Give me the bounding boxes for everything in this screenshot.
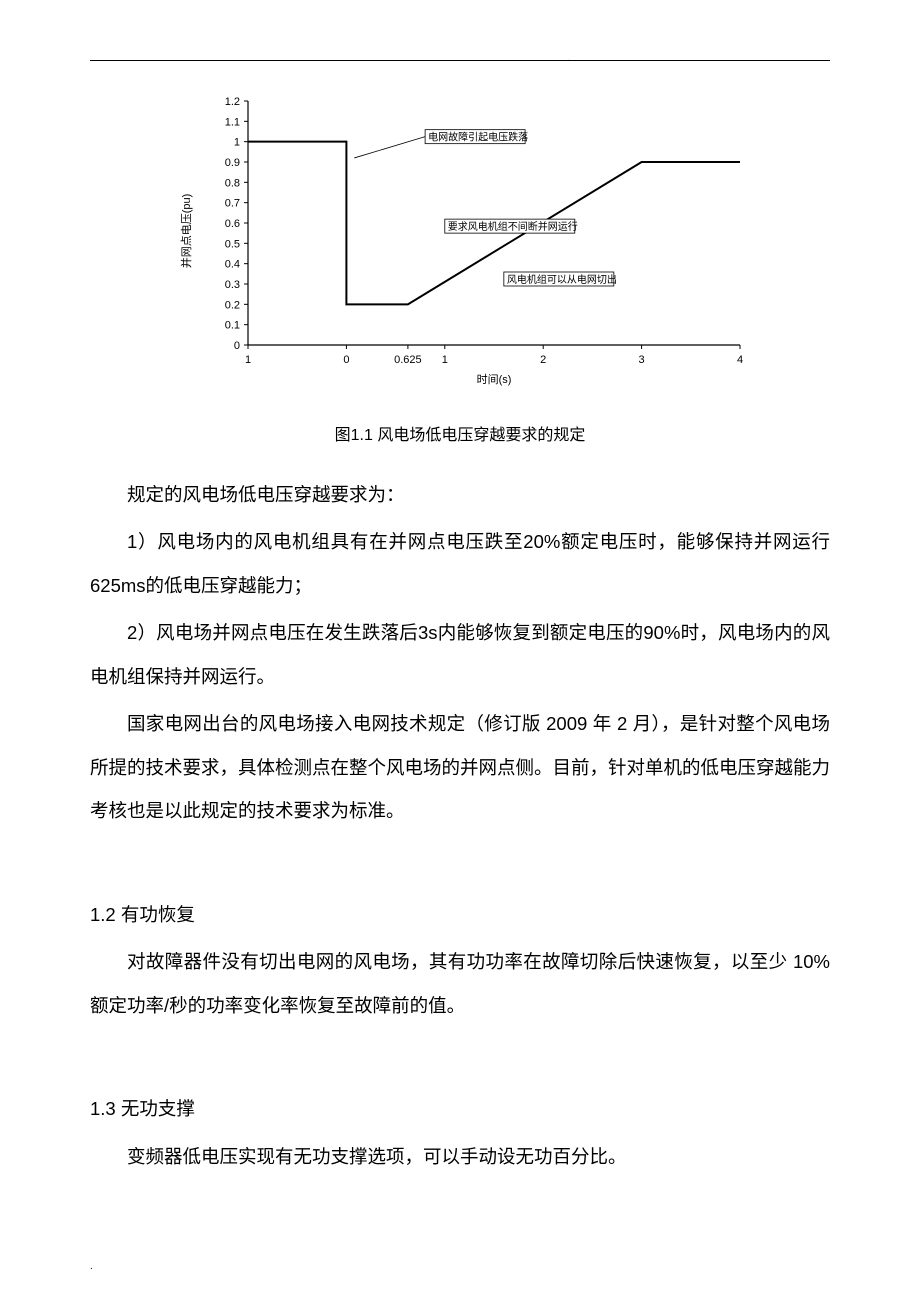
svg-text:1: 1	[442, 354, 448, 366]
paragraph-req1: 1）风电场内的风电机组具有在并网点电压跌至20%额定电压时，能够保持并网运行62…	[90, 520, 830, 607]
svg-text:4: 4	[737, 354, 743, 366]
svg-text:1.2: 1.2	[225, 96, 240, 108]
svg-text:并网点电压(pu): 并网点电压(pu)	[179, 194, 193, 269]
svg-text:0.9: 0.9	[225, 157, 240, 169]
svg-text:1: 1	[234, 137, 240, 149]
paragraph-context: 国家电网出台的风电场接入电网技术规定（修订版 2009 年 2 月），是针对整个…	[90, 702, 830, 832]
lvrt-chart: 00.10.20.30.40.50.60.70.80.911.11.2100.6…	[170, 91, 750, 396]
svg-text:0.1: 0.1	[225, 320, 240, 332]
svg-text:0.8: 0.8	[225, 177, 240, 189]
svg-text:电网故障引起电压跌落: 电网故障引起电压跌落	[428, 131, 528, 144]
svg-text:3: 3	[639, 354, 645, 366]
svg-text:1: 1	[245, 354, 251, 366]
svg-text:2: 2	[540, 354, 546, 366]
svg-text:风电机组可以从电网切出: 风电机组可以从电网切出	[507, 273, 617, 286]
footer-dot: .	[90, 1261, 93, 1272]
svg-text:0.6: 0.6	[225, 218, 240, 230]
paragraph-active-recovery: 对故障器件没有切出电网的风电场，其有功功率在故障切除后快速恢复，以至少 10%额…	[90, 940, 830, 1027]
figure-caption: 图1.1 风电场低电压穿越要求的规定	[90, 421, 830, 445]
svg-text:1.1: 1.1	[225, 116, 240, 128]
svg-text:0.4: 0.4	[225, 259, 240, 271]
top-rule	[90, 60, 830, 61]
svg-text:0: 0	[234, 340, 240, 352]
heading-1-2: 1.2 有功恢复	[90, 893, 830, 936]
svg-text:0.5: 0.5	[225, 238, 240, 250]
svg-text:要求风电机组不间断并网运行: 要求风电机组不间断并网运行	[448, 220, 578, 233]
heading-1-3: 1.3 无功支撑	[90, 1087, 830, 1130]
svg-text:0.625: 0.625	[394, 354, 422, 366]
svg-text:时间(s): 时间(s)	[477, 373, 512, 386]
svg-text:0: 0	[343, 354, 349, 366]
paragraph-reactive-support: 变频器低电压实现有无功支撑选项，可以手动设无功百分比。	[90, 1135, 830, 1178]
paragraph-intro: 规定的风电场低电压穿越要求为：	[90, 473, 830, 516]
paragraph-req2: 2）风电场并网点电压在发生跌落后3s内能够恢复到额定电压的90%时，风电场内的风…	[90, 611, 830, 698]
svg-text:0.2: 0.2	[225, 299, 240, 311]
svg-text:0.3: 0.3	[225, 279, 240, 291]
svg-text:0.7: 0.7	[225, 198, 240, 210]
